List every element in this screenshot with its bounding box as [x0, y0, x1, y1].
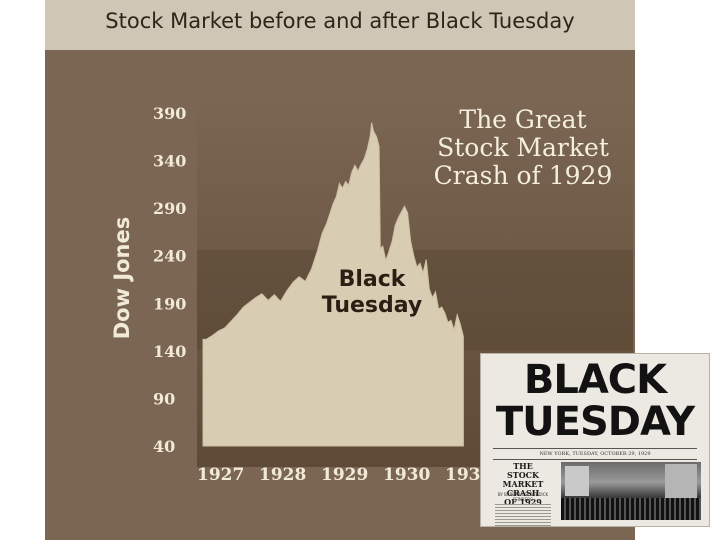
dow-jones-area: [202, 122, 464, 447]
y-axis-label: Dow Jones: [110, 217, 134, 340]
x-tick-label: 1928: [259, 465, 306, 485]
newspaper-dateline: NEW YORK, TUESDAY, OCTOBER 29, 1929: [493, 448, 697, 460]
photo-crowd: [561, 498, 701, 520]
annotation-line-1: The Great: [459, 105, 586, 134]
annotation-line-2: Stock Market: [437, 133, 609, 162]
callout-line-2: Tuesday: [322, 293, 423, 318]
x-tick-label: 1929: [321, 465, 368, 485]
y-tick-label: 140: [153, 342, 186, 361]
newspaper-headline-1: BLACK: [523, 357, 667, 403]
photo-building-left: [565, 466, 589, 496]
newspaper-inset: BLACK TUESDAY NEW YORK, TUESDAY, OCTOBER…: [480, 353, 710, 527]
y-tick-label: 240: [153, 247, 186, 266]
x-tick-label: 1927: [197, 465, 244, 485]
newspaper-headline-2: TUESDAY: [495, 399, 695, 445]
title-band: Stock Market before and after Black Tues…: [45, 0, 635, 50]
y-tick-label: 290: [153, 199, 186, 218]
subhead-line-2: MARKET CRASH: [502, 479, 544, 498]
y-tick-label: 90: [153, 389, 175, 408]
photo-building-right: [665, 464, 697, 498]
y-tick-label: 190: [153, 294, 186, 313]
subhead-line-1: THE STOCK: [506, 461, 540, 480]
black-tuesday-callout: Black Tuesday: [322, 267, 423, 318]
y-tick-label: 40: [153, 437, 175, 456]
newspaper-text-column: [495, 502, 551, 526]
annotation-line-3: Crash of 1929: [434, 161, 613, 190]
slide-background: Stock Market before and after Black Tues…: [45, 0, 635, 540]
crowd-photo: [561, 462, 701, 520]
x-tick-label: 1930: [383, 465, 430, 485]
crash-annotation: The Great Stock Market Crash of 1929: [434, 105, 613, 190]
callout-line-1: Black: [339, 267, 407, 292]
y-tick-label: 340: [153, 152, 186, 171]
y-tick-label: 390: [153, 104, 186, 123]
newspaper-byline: BY BARBARA SILBERDICK FEINBERG: [497, 492, 549, 502]
slide-title: Stock Market before and after Black Tues…: [105, 9, 575, 33]
dow-jones-chart: Dow Jones 390 340 290 240 190 140 90 40 1927 192…: [110, 97, 633, 485]
